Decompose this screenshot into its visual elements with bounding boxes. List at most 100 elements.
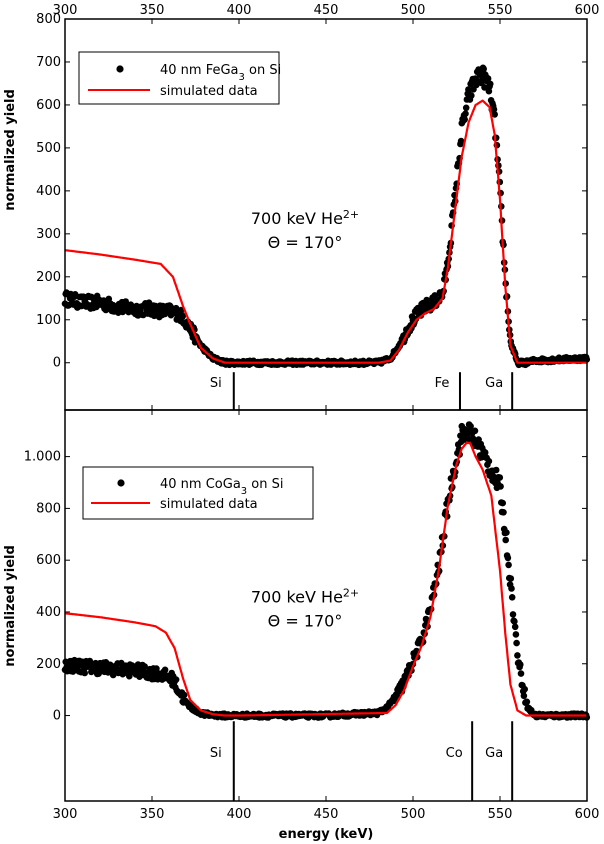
edge-marker-label: Ga xyxy=(485,746,503,761)
simulated-line xyxy=(64,99,588,364)
measured-point xyxy=(508,585,515,592)
measured-point xyxy=(513,639,520,647)
measured-point xyxy=(461,116,469,123)
measured-series xyxy=(61,421,591,721)
y-tick-label: 800 xyxy=(36,501,61,516)
x-axis-title: energy (keV) xyxy=(279,827,374,842)
top-x-tick-label: 500 xyxy=(401,3,426,18)
bottom-panel-annotation: 700 keV He2+ Θ = 170° xyxy=(251,586,359,631)
top-x-tick-label: 550 xyxy=(488,3,513,18)
measured-point xyxy=(514,652,521,659)
edge-marker-label: Si xyxy=(210,746,222,761)
measured-point xyxy=(484,75,492,82)
y-tick-label: 600 xyxy=(36,98,61,113)
y-tick-label: 300 xyxy=(36,227,61,242)
measured-point xyxy=(511,618,518,625)
measured-point xyxy=(517,661,524,668)
legend-label-measured: 40 nm FeGa3 on Si xyxy=(160,63,281,83)
y-tick-label: 200 xyxy=(36,270,61,285)
top-panel-annotation: 700 keV He2+ Θ = 170° xyxy=(251,207,359,252)
measured-point xyxy=(502,536,510,544)
top-x-tick-label: 350 xyxy=(140,3,165,18)
measured-point xyxy=(81,669,88,677)
y-tick-label: 800 xyxy=(36,12,61,27)
bottom-x-tick-labels: 300 350 400 450 500 550 600 xyxy=(53,807,600,822)
legend-label-simulated: simulated data xyxy=(160,497,258,512)
y-tick-label: 500 xyxy=(36,141,61,156)
measured-point xyxy=(490,106,498,113)
legend-box xyxy=(82,466,314,520)
measured-point xyxy=(393,691,401,699)
legend-label-simulated: simulated data xyxy=(160,84,258,99)
bottom-x-tick-label: 600 xyxy=(575,807,600,822)
bottom-panel-frame xyxy=(64,409,588,802)
bottom-panel-legend: 40 nm CoGa3 on Si simulated data xyxy=(82,466,314,520)
measured-point xyxy=(492,466,500,474)
top-panel-legend: 40 nm FeGa3 on Si simulated data xyxy=(78,51,281,105)
y-tick-label: 400 xyxy=(36,184,61,199)
scattering-angle-label: Θ = 170° xyxy=(268,612,343,631)
top-panel: 0 100 200 300 400 500 600 700 800 Si Fe Ga normali… xyxy=(3,12,591,411)
measured-point xyxy=(462,110,469,117)
measured-point xyxy=(517,670,525,677)
measured-point xyxy=(503,529,510,536)
measured-point xyxy=(496,474,504,481)
measured-point xyxy=(521,685,528,693)
measured-point xyxy=(523,698,531,706)
edge-marker-label: Co xyxy=(446,746,463,761)
measured-point xyxy=(480,65,488,73)
top-x-tick-label: 450 xyxy=(314,3,339,18)
measured-point xyxy=(153,665,160,672)
measured-point xyxy=(487,80,494,88)
legend-marker-measured xyxy=(117,479,125,487)
y-tick-label: 700 xyxy=(36,55,61,70)
measured-point xyxy=(512,631,520,638)
top-x-tick-label: 600 xyxy=(575,3,600,18)
y-tick-label: 600 xyxy=(36,553,61,568)
bottom-x-tick-label: 350 xyxy=(140,807,165,822)
top-x-tick-labels: 300 350 400 450 500 550 600 xyxy=(53,3,600,18)
measured-point xyxy=(497,483,504,490)
measured-point xyxy=(485,457,493,465)
y-tick-label: 1.000 xyxy=(24,450,61,465)
measured-point xyxy=(468,92,475,99)
measured-point xyxy=(511,623,519,631)
bottom-panel: 0 200 400 600 800 1.000 Si Co Ga normalized yie… xyxy=(3,409,591,802)
measured-point xyxy=(499,499,507,507)
top-panel-y-axis-title: normalized yield xyxy=(3,89,18,211)
scattering-angle-label: Θ = 170° xyxy=(268,233,343,252)
measured-point xyxy=(520,692,528,700)
measured-point xyxy=(457,137,465,145)
measured-point xyxy=(180,691,188,699)
edge-marker-label: Ga xyxy=(485,376,503,391)
measured-point xyxy=(481,449,489,456)
simulated-line xyxy=(64,441,588,717)
y-tick-label: 0 xyxy=(53,356,61,371)
measured-point xyxy=(505,561,512,569)
measured-point xyxy=(141,663,148,670)
beam-energy-label: 700 keV He2+ xyxy=(251,207,359,228)
edge-marker-label: Fe xyxy=(435,376,450,391)
bottom-x-tick-label: 450 xyxy=(314,807,339,822)
y-tick-label: 400 xyxy=(36,605,61,620)
bottom-panel-y-axis-title: normalized yield xyxy=(3,545,18,667)
measured-point xyxy=(161,666,169,674)
measured-point xyxy=(172,676,180,683)
bottom-x-tick-label: 400 xyxy=(227,807,252,822)
y-tick-label: 100 xyxy=(36,313,61,328)
measured-point xyxy=(509,611,517,618)
measured-point xyxy=(504,554,512,562)
beam-energy-label: 700 keV He2+ xyxy=(251,586,359,607)
edge-marker-label: Si xyxy=(210,376,222,391)
legend-label-measured: 40 nm CoGa3 on Si xyxy=(160,477,283,497)
bottom-x-tick-label: 500 xyxy=(401,807,426,822)
measured-point xyxy=(462,104,470,112)
legend-marker-measured xyxy=(116,65,124,73)
legend-box xyxy=(78,51,280,105)
measured-point xyxy=(491,111,499,118)
bottom-x-tick-label: 550 xyxy=(488,807,513,822)
measured-point xyxy=(179,313,186,320)
measured-point xyxy=(507,575,515,582)
bottom-x-tick-label: 300 xyxy=(53,807,78,822)
